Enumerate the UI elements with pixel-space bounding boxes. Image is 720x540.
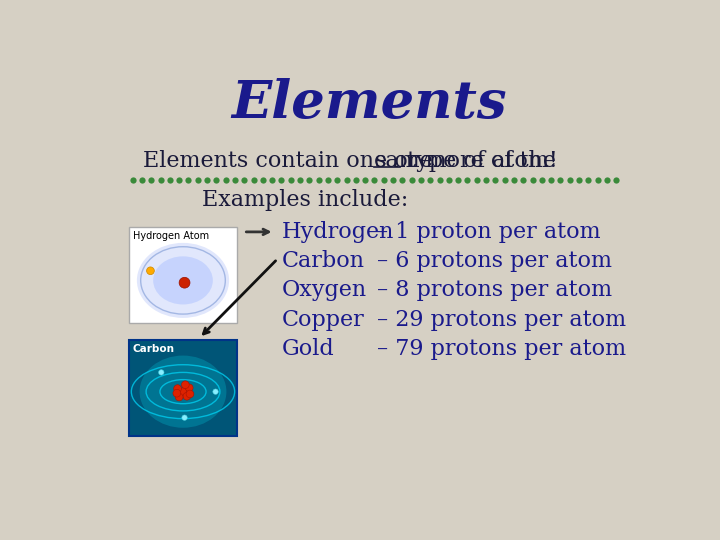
Circle shape: [175, 393, 183, 401]
Circle shape: [174, 384, 181, 393]
Circle shape: [179, 278, 190, 288]
Circle shape: [183, 393, 191, 400]
Circle shape: [158, 370, 164, 375]
Bar: [129, 340, 238, 436]
Text: Gold: Gold: [282, 338, 335, 360]
Circle shape: [173, 389, 181, 397]
Text: Hydrogen: Hydrogen: [282, 221, 395, 243]
Text: – 29 protons per atom: – 29 protons per atom: [377, 309, 626, 330]
Circle shape: [147, 267, 154, 275]
Circle shape: [186, 390, 194, 398]
Text: Hydrogen Atom: Hydrogen Atom: [132, 231, 209, 241]
Bar: [129, 226, 238, 323]
Ellipse shape: [140, 355, 226, 428]
Text: – 79 protons per atom: – 79 protons per atom: [377, 338, 626, 360]
Text: Examples include:: Examples include:: [202, 188, 409, 211]
Text: Carbon: Carbon: [132, 345, 175, 354]
Text: type of atom!: type of atom!: [400, 150, 558, 172]
Text: Elements contain one or more of the: Elements contain one or more of the: [143, 150, 563, 172]
Circle shape: [179, 388, 187, 395]
Circle shape: [185, 384, 193, 392]
Text: – 1 proton per atom: – 1 proton per atom: [377, 221, 600, 243]
Text: – 8 protons per atom: – 8 protons per atom: [377, 279, 612, 301]
Text: same: same: [374, 150, 433, 172]
Text: – 6 protons per atom: – 6 protons per atom: [377, 250, 612, 272]
Text: Oxygen: Oxygen: [282, 279, 367, 301]
Text: Elements: Elements: [231, 78, 507, 129]
Circle shape: [182, 415, 187, 420]
Text: Carbon: Carbon: [282, 250, 365, 272]
Ellipse shape: [153, 256, 213, 305]
Circle shape: [181, 381, 189, 389]
Circle shape: [213, 389, 218, 394]
Text: Copper: Copper: [282, 309, 365, 330]
Ellipse shape: [137, 243, 229, 318]
